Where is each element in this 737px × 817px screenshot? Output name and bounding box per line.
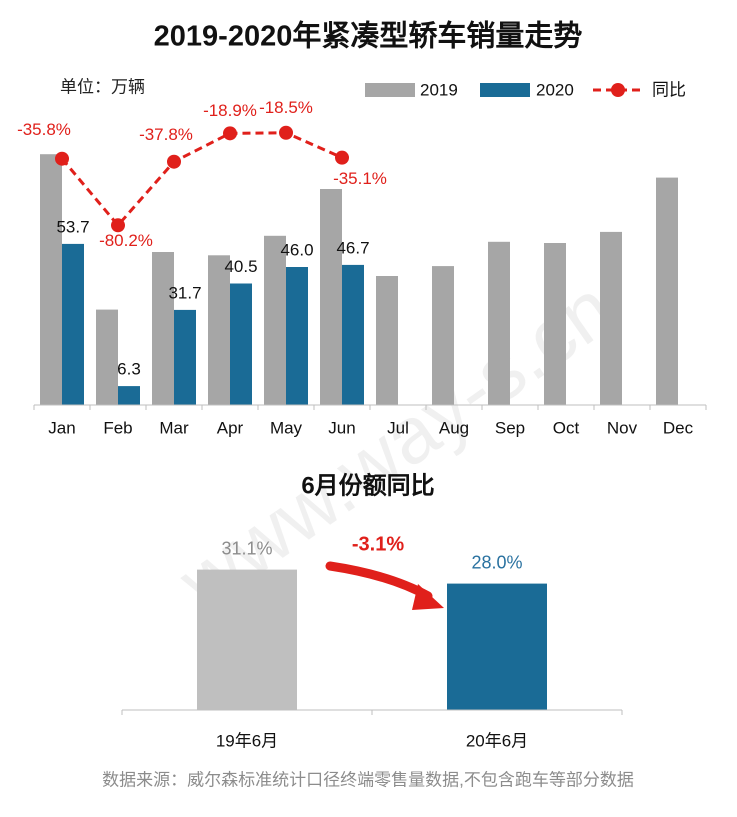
legend-label: 2020 (536, 80, 574, 99)
legend-swatch (365, 83, 415, 97)
data-label: -18.9% (203, 101, 257, 120)
bar (447, 583, 547, 710)
data-label: 53.7 (56, 217, 89, 236)
legend-swatch (611, 83, 625, 97)
data-label: 40.5 (224, 257, 257, 276)
bar (62, 243, 84, 405)
bar (488, 241, 510, 405)
bar (600, 231, 622, 405)
bar (230, 283, 252, 405)
data-label: 46.7 (336, 238, 369, 257)
bar (286, 267, 308, 405)
line-point (279, 125, 293, 140)
data-label: -37.8% (139, 125, 193, 144)
bar (264, 235, 286, 405)
bar (197, 569, 297, 710)
x-tick-label: Dec (663, 418, 694, 437)
bar (40, 154, 62, 405)
legend-label: 同比 (652, 80, 686, 99)
x-tick-label: Feb (103, 418, 132, 437)
bar (656, 177, 678, 405)
x-tick-label: Jul (387, 418, 409, 437)
data-label: 31.7 (168, 283, 201, 302)
bar (342, 264, 364, 405)
x-tick-label: Sep (495, 418, 525, 437)
bar (376, 276, 398, 405)
bar (208, 255, 230, 405)
line (60, 131, 343, 228)
legend-label: 2019 (420, 80, 458, 99)
x-tick-label: Nov (607, 418, 638, 437)
line-point (335, 150, 349, 165)
bar (544, 243, 566, 405)
x-tick-label: Oct (553, 418, 580, 437)
annotation: -3.1% (352, 533, 404, 555)
line-point (167, 154, 181, 169)
bar (152, 252, 174, 405)
bar (320, 189, 342, 405)
arrow-head (412, 584, 444, 610)
line-point (55, 151, 69, 166)
data-label: -35.8% (17, 120, 71, 139)
source-note: 数据来源：威尔森标准统计口径终端零售量数据,不包含跑车等部分数据 (102, 770, 634, 789)
unit-label: 单位：万辆 (60, 77, 145, 96)
data-label: 31.1% (221, 538, 272, 558)
bar (432, 266, 454, 405)
x-tick-label: Jan (48, 418, 75, 437)
legend-swatch (480, 83, 530, 97)
chart-title: 6月份额同比 (301, 472, 434, 499)
x-tick-label: Jun (328, 418, 355, 437)
bar (174, 309, 196, 405)
chart-title: 2019-2020年紧凑型轿车销量走势 (154, 19, 583, 53)
data-label: -80.2% (99, 231, 153, 250)
x-tick-label: Apr (217, 418, 244, 437)
x-tick-label: Mar (159, 418, 189, 437)
line-point (223, 126, 237, 141)
x-tick-label: Aug (439, 418, 469, 437)
data-label: -18.5% (259, 98, 313, 117)
data-label: 28.0% (471, 552, 522, 572)
x-tick-label: 19年6月 (216, 731, 278, 750)
x-tick-label: May (270, 418, 303, 437)
data-label: 46.0 (280, 240, 313, 259)
x-tick-label: 20年6月 (466, 731, 528, 750)
arrow (325, 561, 433, 601)
bar (118, 386, 140, 405)
line-point (111, 218, 125, 233)
bar (96, 309, 118, 405)
data-label: -35.1% (333, 169, 387, 188)
data-label: 6.3 (117, 360, 141, 379)
